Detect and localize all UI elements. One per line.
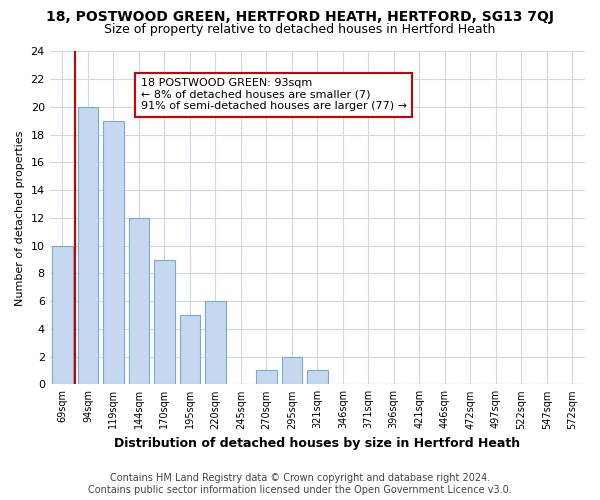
Text: Contains HM Land Registry data © Crown copyright and database right 2024.
Contai: Contains HM Land Registry data © Crown c… — [88, 474, 512, 495]
Bar — [307, 370, 328, 384]
X-axis label: Distribution of detached houses by size in Hertford Heath: Distribution of detached houses by size … — [114, 437, 520, 450]
Bar — [52, 246, 73, 384]
Bar — [78, 107, 98, 384]
Y-axis label: Number of detached properties: Number of detached properties — [15, 130, 25, 306]
Bar — [281, 356, 302, 384]
Text: Size of property relative to detached houses in Hertford Heath: Size of property relative to detached ho… — [104, 22, 496, 36]
Bar — [103, 121, 124, 384]
Bar — [179, 315, 200, 384]
Text: 18 POSTWOOD GREEN: 93sqm
← 8% of detached houses are smaller (7)
91% of semi-det: 18 POSTWOOD GREEN: 93sqm ← 8% of detache… — [140, 78, 407, 112]
Bar — [128, 218, 149, 384]
Bar — [256, 370, 277, 384]
Bar — [205, 301, 226, 384]
Bar — [154, 260, 175, 384]
Text: 18, POSTWOOD GREEN, HERTFORD HEATH, HERTFORD, SG13 7QJ: 18, POSTWOOD GREEN, HERTFORD HEATH, HERT… — [46, 10, 554, 24]
